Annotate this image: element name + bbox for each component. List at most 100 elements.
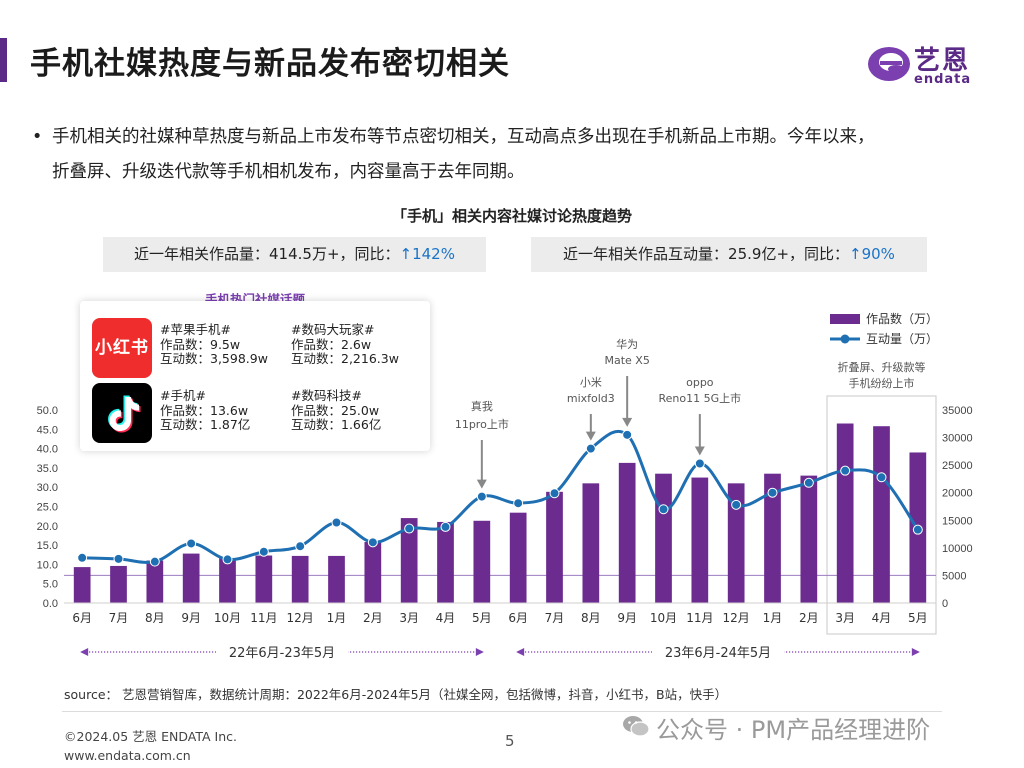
point-17 [694,458,705,469]
topic-digital-tech: #数码科技# 作品数：25.0w 互动数：1.66亿 [291,388,381,433]
point-4 [222,554,233,565]
point-6 [295,541,306,552]
footer-divider [62,711,942,712]
x-tick-label: 2月 [363,611,383,625]
stat-box-interactions: 近一年相关作品互动量：25.9亿+，同比：↑90% [531,237,927,272]
legend-line-label: 互动量（万） [866,332,938,346]
x-tick-label: 6月 [72,611,92,625]
point-21 [840,465,851,476]
x-tick-label: 6月 [508,611,528,625]
x-tick-label: 4月 [872,611,892,625]
point-11 [476,491,487,502]
x-tick-label: 5月 [908,611,928,625]
y-left-tick: 45.0 [37,424,58,436]
bar-8 [364,542,382,603]
bar-1 [110,565,127,603]
point-0 [77,552,88,563]
bar-21 [836,423,854,603]
hot-topics-card: 小红书 #苹果手机# 作品数：9.5w 互动数：3,598.9w #数码大玩家#… [80,301,430,451]
annotation-text: 真我 [471,399,493,413]
wechat-watermark-text: 公众号 · PM产品经理进阶 [656,716,931,744]
x-tick-label: 11月 [686,611,713,625]
x-tick-label: 9月 [617,611,637,625]
y-right-tick: 5000 [942,570,966,582]
stat-interactions-growth: ↑90% [849,245,895,263]
bar-22 [873,426,890,603]
x-tick-label: 1月 [763,611,783,625]
point-2 [149,556,160,567]
x-tick-label: 5月 [472,611,492,625]
annotation-arrow-head [622,417,633,427]
douyin-note-glyph [108,395,141,433]
period-arrow-right [475,648,484,656]
y-left-tick: 40.0 [37,444,58,456]
x-tick-label: 8月 [581,611,601,625]
page-number: 5 [505,732,515,750]
x-tick-label: 3月 [399,611,419,625]
y-right-tick: 30000 [942,433,973,445]
x-tick-label: 10月 [650,611,677,625]
period-label: 22年6月-23年5月 [229,646,335,661]
bullet-dot: • [32,127,43,147]
annotation-text: mixfold3 [567,392,615,405]
topic-interactions: 互动数：2,216.3w [291,351,399,366]
bar-17 [691,477,709,603]
x-tick-label: 7月 [545,611,565,625]
topic-works: 作品数：13.6w [160,402,249,418]
x-tick-label: 7月 [109,611,129,625]
y-left-tick: 30.0 [37,482,58,494]
legend-bar-swatch [830,314,860,324]
y-left-tick: 10.0 [37,559,58,571]
point-18 [731,499,742,510]
bar-19 [764,473,781,603]
point-16 [658,504,669,515]
bar-2 [146,560,164,603]
bar-0 [73,567,91,603]
point-5 [258,546,269,557]
x-tick-label: 12月 [287,611,314,625]
period-arrow-left [80,648,89,656]
x-tick-label: 2月 [799,611,819,625]
y-right-tick: 25000 [942,460,973,472]
topic-interactions: 互动数：3,598.9w [160,351,268,366]
topic-phone: #手机# 作品数：13.6w 互动数：1.87亿 [160,388,250,433]
x-tick-label: 10月 [214,611,241,625]
bar-15 [618,462,636,603]
topic-tag: #数码大玩家# [291,322,375,337]
bar-3 [182,553,200,603]
bar-7 [328,555,345,603]
x-tick-label: 4月 [436,611,456,625]
period-arrow-left [516,648,525,656]
x-tick-label: 12月 [723,611,750,625]
point-10 [440,521,451,532]
topic-works: 作品数：9.5w [160,336,241,352]
point-8 [367,537,378,548]
footer-website: www.endata.com.cn [64,748,191,763]
source-note: source： 艺恩营销智库，数据统计周期：2022年6月-2024年5月（社媒… [64,687,728,702]
annotation-text: 11pro上市 [455,417,509,431]
annotation-arrow-head [585,431,596,441]
annotation-text: Reno11 5G上市 [659,391,742,405]
topic-apple-phone: #苹果手机# 作品数：9.5w 互动数：3,598.9w [160,322,268,367]
period-label-bg [216,641,348,663]
y-left-tick: 25.0 [37,502,58,514]
annotation-text: oppo [686,376,714,389]
y-left-tick: 35.0 [37,463,58,475]
annotation-text: 华为 [616,337,638,351]
logo-en-text: endata [914,72,972,87]
point-7 [331,517,342,528]
highlight-box [826,395,937,635]
xiaohongshu-icon: 小红书 [92,318,152,378]
y-right-tick: 35000 [942,405,973,417]
x-tick-label: 9月 [181,611,201,625]
x-tick-label: 1月 [327,611,347,625]
bullet-line-1: 手机相关的社媒种草热度与新品上市发布等节点密切相关，互动高点多出现在手机新品上市… [52,127,875,147]
topic-tag: #数码科技# [291,388,362,403]
bar-6 [291,555,309,603]
point-3 [186,538,197,549]
point-12 [513,498,524,509]
y-right-tick: 0 [942,598,948,610]
y-left-tick: 15.0 [37,540,58,552]
point-9 [404,523,415,534]
